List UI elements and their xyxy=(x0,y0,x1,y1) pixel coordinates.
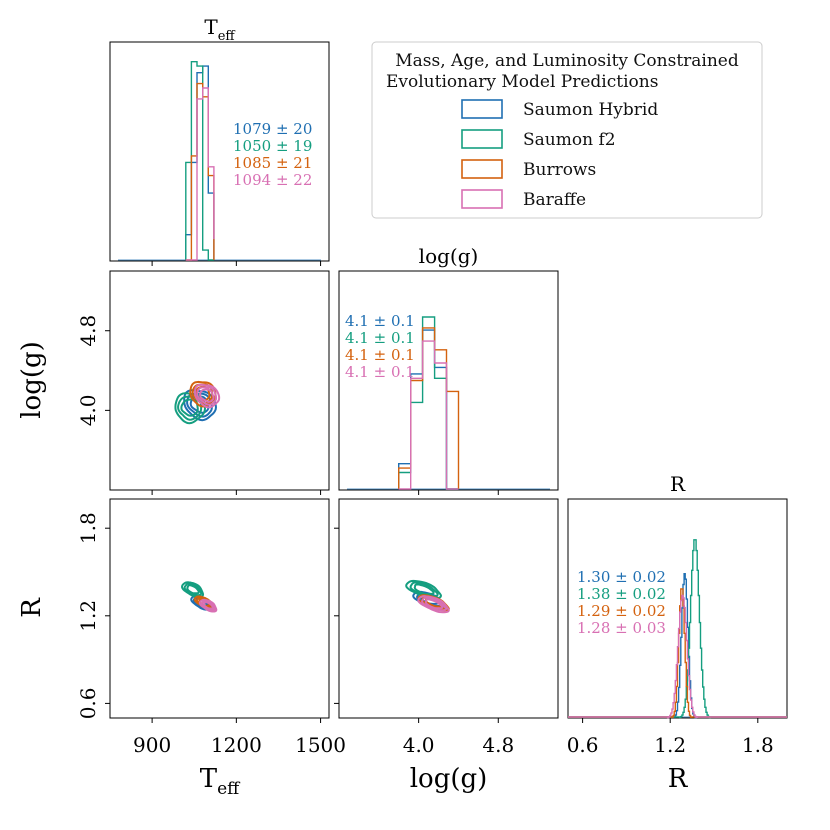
panel-frame xyxy=(109,270,330,491)
legend-label-baraffe: Baraffe xyxy=(523,190,586,210)
contour-baraffe xyxy=(198,388,215,403)
legend-frame xyxy=(371,41,763,219)
xtick-label-teff: 900 xyxy=(133,733,171,757)
legend-entries: Saumon Hybrid Saumon f2 Burrows Baraffe xyxy=(461,99,658,210)
legend-swatch-saumon-f2 xyxy=(461,129,503,149)
panel-frame xyxy=(338,498,559,719)
axis-ticks: 900 1200 1500 4.0 4.8 0.6 1.2 1.8 4.0 4.8 0.6 1.2 1.… xyxy=(76,261,774,757)
contour-baraffe xyxy=(200,599,216,612)
title-teff-text: Teff xyxy=(204,15,236,44)
title-r-text: R xyxy=(670,472,686,496)
xtick-label-r: 1.8 xyxy=(742,733,774,757)
ytick-label-r: 1.2 xyxy=(76,600,100,632)
contour-baraffe xyxy=(424,598,444,610)
xtick-label-logg: 4.8 xyxy=(482,733,514,757)
ylabel-r-text: R xyxy=(17,597,47,618)
panel-logg-teff xyxy=(109,270,330,491)
annotation-teff-saumon-f2: 1050 ± 19 xyxy=(233,137,312,155)
legend-label-burrows: Burrows xyxy=(523,160,596,180)
xlabel-teff-text: Teff xyxy=(200,764,241,799)
legend-swatch-saumon-hybrid xyxy=(461,99,503,119)
xtick-label-teff: 1500 xyxy=(295,733,346,757)
ytick-label-r: 0.6 xyxy=(76,687,100,719)
legend-label-saumon-f2: Saumon f2 xyxy=(523,130,616,150)
xtick-label-r: 1.2 xyxy=(654,733,686,757)
hist-step-baraffe xyxy=(185,87,215,261)
xtick-label-logg: 4.0 xyxy=(403,733,435,757)
contour-baraffe xyxy=(417,595,450,614)
title-teff: Teff xyxy=(204,15,236,44)
contours-r-teff xyxy=(181,581,218,613)
annotation-r-burrows: 1.29 ± 0.02 xyxy=(577,602,666,620)
hist-teff-bars xyxy=(118,61,321,261)
ytick-label-logg: 4.8 xyxy=(76,315,100,347)
annotation-r-baraffe: 1.28 ± 0.03 xyxy=(577,619,666,637)
contour-baraffe xyxy=(421,596,447,612)
ytick-label-logg: 4.0 xyxy=(76,394,100,426)
xlabel-logg-text: log(g) xyxy=(410,764,488,794)
xtick-label-teff: 1200 xyxy=(211,733,262,757)
hist-step-baraffe xyxy=(568,594,787,719)
panel-frame xyxy=(109,41,330,262)
legend-title-line1: Mass, Age, and Luminosity Constrained xyxy=(395,51,739,71)
panel-r-teff xyxy=(109,498,330,719)
panel-r-hist: 1.30 ± 0.021.38 ± 0.021.29 ± 0.021.28 ± … xyxy=(567,472,788,719)
contour-baraffe xyxy=(196,386,218,406)
xtick-label-r: 0.6 xyxy=(567,733,599,757)
contour-saumon-f2 xyxy=(186,584,200,595)
hist-step-burrows xyxy=(398,327,460,489)
annotation-logg-saumon-f2: 4.1 ± 0.1 xyxy=(345,329,415,347)
contour-saumon-f2 xyxy=(177,395,203,421)
legend-swatch-burrows xyxy=(461,159,503,179)
panel-frame xyxy=(338,270,559,491)
panel-frame xyxy=(567,498,788,719)
contours-logg-teff xyxy=(174,380,221,425)
contour-baraffe xyxy=(202,601,215,610)
annotation-logg-burrows: 4.1 ± 0.1 xyxy=(345,346,415,364)
xlabel-teff: Teff xyxy=(200,764,241,799)
contour-baraffe xyxy=(198,598,218,613)
ytick-label-r: 1.8 xyxy=(76,512,100,544)
hist-logg-bars xyxy=(347,316,550,490)
annotations-r: 1.30 ± 0.021.38 ± 0.021.29 ± 0.021.28 ± … xyxy=(577,568,666,637)
annotation-teff-burrows: 1085 ± 21 xyxy=(233,154,312,172)
contour-baraffe xyxy=(193,383,221,409)
panel-logg-hist: 4.1 ± 0.14.1 ± 0.14.1 ± 0.14.1 ± 0.1 log… xyxy=(338,244,559,491)
contour-saumon-f2 xyxy=(183,582,203,597)
annotation-logg-baraffe: 4.1 ± 0.1 xyxy=(345,363,415,381)
title-logg-text: log(g) xyxy=(419,244,479,268)
contours-r-logg xyxy=(405,579,450,614)
panel-frame xyxy=(109,498,330,719)
panel-r-logg xyxy=(338,498,559,719)
hist-step-saumon-hybrid xyxy=(185,65,215,260)
legend-title-line2: Evolutionary Model Predictions xyxy=(386,72,658,92)
xlabel-r-text: R xyxy=(668,764,689,794)
hist-step-burrows xyxy=(185,82,215,261)
annotation-r-saumon-hybrid: 1.30 ± 0.02 xyxy=(577,568,666,586)
contour-saumon-f2 xyxy=(180,398,199,417)
annotation-r-saumon-f2: 1.38 ± 0.02 xyxy=(577,585,666,603)
annotation-logg-saumon-hybrid: 4.1 ± 0.1 xyxy=(345,312,415,330)
contour-saumon-f2 xyxy=(413,583,435,596)
hist-r-bars xyxy=(568,539,787,719)
legend: Mass, Age, and Luminosity Constrained Ev… xyxy=(371,41,763,219)
ylabel-logg-text: log(g) xyxy=(17,341,47,419)
hist-step-saumon-f2 xyxy=(185,61,214,261)
legend-swatch-baraffe xyxy=(461,189,503,209)
annotation-teff-baraffe: 1094 ± 22 xyxy=(233,171,312,189)
hist-step-baraffe xyxy=(398,340,459,490)
annotations-logg: 4.1 ± 0.14.1 ± 0.14.1 ± 0.14.1 ± 0.1 xyxy=(345,312,415,381)
contour-saumon-f2 xyxy=(174,392,206,425)
legend-label-saumon-hybrid: Saumon Hybrid xyxy=(523,100,658,120)
annotation-teff-saumon-hybrid: 1079 ± 20 xyxy=(233,120,312,138)
